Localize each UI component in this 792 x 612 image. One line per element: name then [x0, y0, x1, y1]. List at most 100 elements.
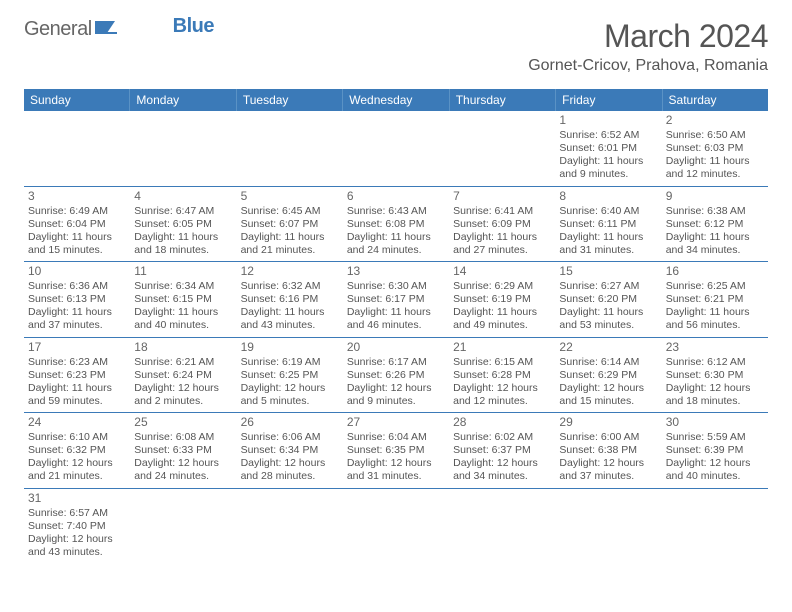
cell-info-line: Sunset: 6:28 PM [453, 369, 551, 382]
cell-info-line: and 24 minutes. [134, 470, 232, 483]
cell-info-line: Sunrise: 6:15 AM [453, 356, 551, 369]
day-number: 26 [241, 415, 339, 430]
calendar-cell: 12Sunrise: 6:32 AMSunset: 6:16 PMDayligh… [237, 262, 343, 337]
calendar-cell [24, 111, 130, 186]
day-number: 2 [666, 113, 764, 128]
cell-info-line: Sunset: 6:11 PM [559, 218, 657, 231]
cell-info-line: Daylight: 12 hours [241, 382, 339, 395]
calendar-cell: 2Sunrise: 6:50 AMSunset: 6:03 PMDaylight… [662, 111, 768, 186]
day-number: 29 [559, 415, 657, 430]
cell-info-line: and 56 minutes. [666, 319, 764, 332]
title-block: March 2024 Gornet-Cricov, Prahova, Roman… [528, 18, 768, 75]
cell-info-line: and 12 minutes. [666, 168, 764, 181]
cell-info-line: and 21 minutes. [28, 470, 126, 483]
cell-info-line: Sunset: 6:38 PM [559, 444, 657, 457]
cell-info-line: Daylight: 11 hours [666, 231, 764, 244]
calendar-cell: 28Sunrise: 6:02 AMSunset: 6:37 PMDayligh… [449, 413, 555, 488]
day-number: 27 [347, 415, 445, 430]
calendar-cell [449, 489, 555, 564]
cell-info-line: Sunset: 6:35 PM [347, 444, 445, 457]
cell-info-line: Daylight: 12 hours [666, 382, 764, 395]
calendar-cell: 14Sunrise: 6:29 AMSunset: 6:19 PMDayligh… [449, 262, 555, 337]
calendar-cell: 20Sunrise: 6:17 AMSunset: 6:26 PMDayligh… [343, 338, 449, 413]
cell-info-line: Daylight: 11 hours [559, 155, 657, 168]
cell-info-line: Sunrise: 6:43 AM [347, 205, 445, 218]
cell-info-line: Daylight: 12 hours [134, 457, 232, 470]
cell-info-line: Sunrise: 6:06 AM [241, 431, 339, 444]
dayheader-tue: Tuesday [237, 89, 343, 111]
cell-info-line: Daylight: 12 hours [347, 457, 445, 470]
cell-info-line: and 5 minutes. [241, 395, 339, 408]
day-number: 24 [28, 415, 126, 430]
week-row: 24Sunrise: 6:10 AMSunset: 6:32 PMDayligh… [24, 413, 768, 489]
day-number: 7 [453, 189, 551, 204]
month-title: March 2024 [528, 18, 768, 55]
cell-info-line: Sunset: 6:07 PM [241, 218, 339, 231]
dayheader-mon: Monday [130, 89, 236, 111]
cell-info-line: and 18 minutes. [134, 244, 232, 257]
calendar-cell [343, 111, 449, 186]
calendar-cell: 23Sunrise: 6:12 AMSunset: 6:30 PMDayligh… [662, 338, 768, 413]
dayheader-sun: Sunday [24, 89, 130, 111]
cell-info-line: and 53 minutes. [559, 319, 657, 332]
cell-info-line: Sunset: 6:23 PM [28, 369, 126, 382]
cell-info-line: Sunset: 6:19 PM [453, 293, 551, 306]
cell-info-line: Sunset: 6:08 PM [347, 218, 445, 231]
cell-info-line: Daylight: 11 hours [241, 306, 339, 319]
calendar-cell: 4Sunrise: 6:47 AMSunset: 6:05 PMDaylight… [130, 187, 236, 262]
dayheader-row: Sunday Monday Tuesday Wednesday Thursday… [24, 89, 768, 111]
cell-info-line: Sunset: 6:39 PM [666, 444, 764, 457]
calendar-cell: 1Sunrise: 6:52 AMSunset: 6:01 PMDaylight… [555, 111, 661, 186]
day-number: 17 [28, 340, 126, 355]
logo: General Blue [24, 18, 214, 41]
cell-info-line: and 27 minutes. [453, 244, 551, 257]
cell-info-line: Sunset: 6:24 PM [134, 369, 232, 382]
day-number: 1 [559, 113, 657, 128]
calendar-cell: 19Sunrise: 6:19 AMSunset: 6:25 PMDayligh… [237, 338, 343, 413]
cell-info-line: Daylight: 12 hours [666, 457, 764, 470]
calendar-cell: 5Sunrise: 6:45 AMSunset: 6:07 PMDaylight… [237, 187, 343, 262]
cell-info-line: Daylight: 12 hours [453, 382, 551, 395]
calendar-cell: 7Sunrise: 6:41 AMSunset: 6:09 PMDaylight… [449, 187, 555, 262]
calendar-cell: 13Sunrise: 6:30 AMSunset: 6:17 PMDayligh… [343, 262, 449, 337]
cell-info-line: and 37 minutes. [28, 319, 126, 332]
cell-info-line: Sunrise: 6:50 AM [666, 129, 764, 142]
cell-info-line: Sunset: 6:13 PM [28, 293, 126, 306]
dayheader-wed: Wednesday [343, 89, 449, 111]
cell-info-line: Sunrise: 6:21 AM [134, 356, 232, 369]
cell-info-line: Sunset: 6:03 PM [666, 142, 764, 155]
cell-info-line: Sunset: 6:05 PM [134, 218, 232, 231]
cell-info-line: Daylight: 12 hours [453, 457, 551, 470]
cell-info-line: Sunrise: 6:27 AM [559, 280, 657, 293]
cell-info-line: Sunrise: 6:19 AM [241, 356, 339, 369]
cell-info-line: Sunrise: 6:34 AM [134, 280, 232, 293]
cell-info-line: Sunrise: 6:04 AM [347, 431, 445, 444]
header: General Blue March 2024 Gornet-Cricov, P… [24, 18, 768, 75]
cell-info-line: Daylight: 11 hours [134, 231, 232, 244]
cell-info-line: Daylight: 12 hours [28, 533, 126, 546]
cell-info-line: Daylight: 11 hours [453, 231, 551, 244]
calendar-cell: 16Sunrise: 6:25 AMSunset: 6:21 PMDayligh… [662, 262, 768, 337]
calendar-cell: 10Sunrise: 6:36 AMSunset: 6:13 PMDayligh… [24, 262, 130, 337]
cell-info-line: Daylight: 12 hours [134, 382, 232, 395]
day-number: 18 [134, 340, 232, 355]
day-number: 12 [241, 264, 339, 279]
cell-info-line: Daylight: 11 hours [666, 306, 764, 319]
cell-info-line: and 31 minutes. [347, 470, 445, 483]
cell-info-line: Sunrise: 6:23 AM [28, 356, 126, 369]
cell-info-line: Sunrise: 6:36 AM [28, 280, 126, 293]
cell-info-line: and 15 minutes. [559, 395, 657, 408]
day-number: 30 [666, 415, 764, 430]
cell-info-line: Daylight: 11 hours [28, 306, 126, 319]
cell-info-line: Sunset: 6:25 PM [241, 369, 339, 382]
dayheader-sat: Saturday [663, 89, 768, 111]
day-number: 13 [347, 264, 445, 279]
calendar-cell [130, 489, 236, 564]
cell-info-line: Daylight: 11 hours [347, 306, 445, 319]
cell-info-line: Sunset: 6:09 PM [453, 218, 551, 231]
cell-info-line: and 2 minutes. [134, 395, 232, 408]
cell-info-line: Daylight: 11 hours [28, 231, 126, 244]
day-number: 21 [453, 340, 551, 355]
cell-info-line: Sunrise: 6:25 AM [666, 280, 764, 293]
cell-info-line: and 43 minutes. [28, 546, 126, 559]
